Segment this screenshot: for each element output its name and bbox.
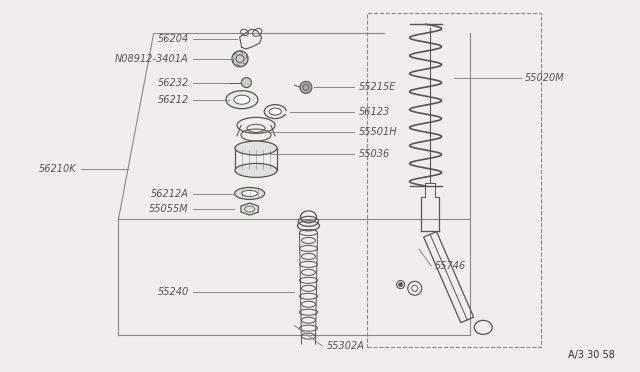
Text: N08912-3401A: N08912-3401A	[115, 54, 189, 64]
Ellipse shape	[226, 91, 258, 109]
Text: 55240: 55240	[157, 287, 189, 297]
Circle shape	[300, 81, 312, 93]
Text: 56212A: 56212A	[151, 189, 189, 199]
Ellipse shape	[235, 141, 277, 155]
Text: 56232: 56232	[157, 78, 189, 87]
Circle shape	[399, 283, 403, 286]
Text: 56210K: 56210K	[39, 164, 77, 174]
Text: 55020M: 55020M	[525, 73, 564, 83]
Text: 55746: 55746	[435, 261, 467, 271]
Text: 56212: 56212	[157, 95, 189, 105]
Text: 55501H: 55501H	[358, 127, 397, 137]
Text: 55215E: 55215E	[358, 83, 396, 92]
Ellipse shape	[269, 108, 281, 115]
Text: A/3 30 58: A/3 30 58	[568, 350, 614, 360]
Circle shape	[232, 51, 248, 67]
Text: 55055M: 55055M	[149, 204, 189, 214]
Ellipse shape	[235, 187, 264, 199]
Ellipse shape	[234, 95, 250, 104]
Ellipse shape	[242, 190, 258, 196]
Polygon shape	[241, 203, 259, 215]
Text: 56123: 56123	[358, 107, 390, 116]
Ellipse shape	[235, 163, 277, 177]
Text: 55036: 55036	[358, 150, 390, 159]
Circle shape	[241, 78, 252, 87]
Text: 55302A: 55302A	[326, 341, 364, 351]
Text: 56204: 56204	[157, 34, 189, 44]
